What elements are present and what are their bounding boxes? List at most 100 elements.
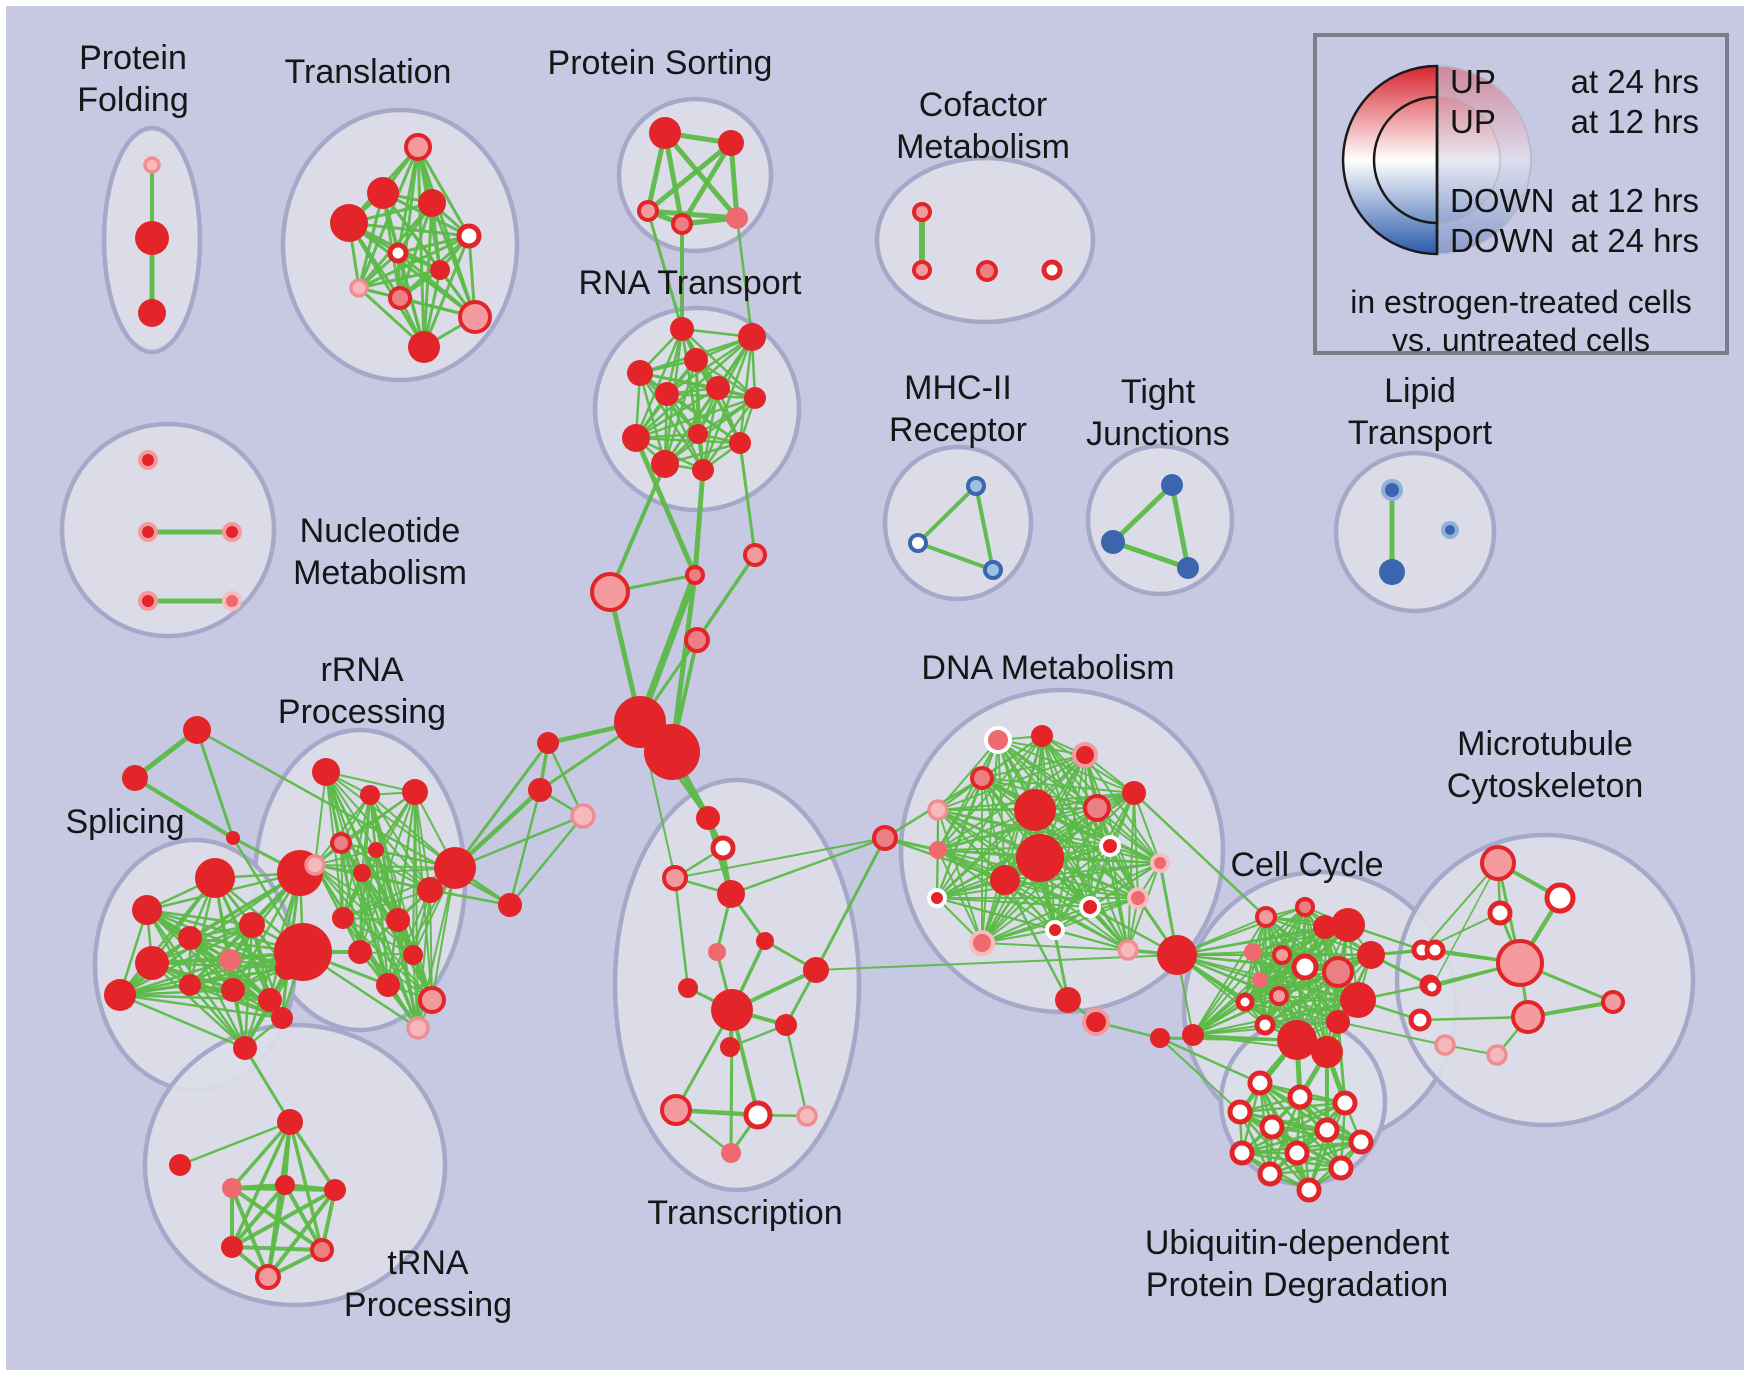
node-rr15[interactable] [406, 1016, 430, 1040]
node-mt2[interactable] [1544, 882, 1576, 914]
node-cm3[interactable] [976, 260, 998, 282]
node-tc10[interactable] [660, 1094, 692, 1126]
node-c9[interactable] [710, 835, 736, 861]
node-tr8[interactable] [349, 278, 369, 298]
node-rr6[interactable] [353, 864, 371, 882]
node-sp5[interactable] [178, 926, 202, 950]
node-mt5[interactable] [1496, 939, 1544, 987]
node-dm1[interactable] [984, 726, 1012, 754]
node-cc22[interactable] [1408, 1008, 1432, 1032]
node-c4[interactable] [590, 572, 630, 612]
node-tp7[interactable] [310, 1238, 334, 1262]
node-ps4[interactable] [671, 213, 693, 235]
node-rr3[interactable] [402, 779, 428, 805]
node-cm2[interactable] [912, 260, 932, 280]
node-mh3[interactable] [983, 560, 1003, 580]
node-tj3[interactable] [1177, 557, 1199, 579]
node-rr4[interactable] [330, 832, 352, 854]
node-c8[interactable] [696, 806, 720, 830]
node-nm2[interactable] [138, 522, 158, 542]
node-rt6[interactable] [655, 382, 679, 406]
node-cc15[interactable] [1340, 982, 1376, 1018]
node-tr10[interactable] [458, 300, 492, 334]
node-sp3[interactable] [132, 895, 162, 925]
node-dm20[interactable] [1055, 987, 1081, 1013]
node-c1[interactable] [537, 732, 559, 754]
node-dm19[interactable] [1117, 939, 1139, 961]
node-mt7[interactable] [1511, 1000, 1545, 1034]
node-cc2[interactable] [1182, 1024, 1204, 1046]
node-tr3[interactable] [330, 204, 368, 242]
node-ps5[interactable] [726, 207, 748, 229]
node-rr11[interactable] [348, 940, 372, 964]
node-sp15[interactable] [271, 1007, 293, 1029]
node-rt2[interactable] [738, 323, 766, 351]
node-ps1[interactable] [649, 117, 681, 149]
node-mt4[interactable] [1424, 939, 1446, 961]
node-f2[interactable] [122, 765, 148, 791]
node-rr12[interactable] [403, 945, 423, 965]
node-sp6[interactable] [219, 949, 241, 971]
node-mt8[interactable] [1601, 990, 1625, 1014]
node-tc9[interactable] [720, 1037, 740, 1057]
node-rt12[interactable] [692, 459, 714, 481]
node-tr5[interactable] [456, 223, 482, 249]
node-sp11[interactable] [221, 978, 245, 1002]
node-rr10[interactable] [332, 907, 354, 929]
node-ub7[interactable] [1348, 1129, 1374, 1155]
node-cc8[interactable] [1244, 943, 1262, 961]
node-tr11[interactable] [408, 331, 440, 363]
node-ps3[interactable] [637, 200, 659, 222]
node-nm3[interactable] [222, 522, 242, 542]
node-dm2[interactable] [1031, 725, 1053, 747]
node-rr8[interactable] [417, 877, 443, 903]
node-ub2[interactable] [1287, 1084, 1313, 1110]
node-lt1[interactable] [1381, 479, 1403, 501]
node-cc13[interactable] [1269, 986, 1289, 1006]
node-tr9[interactable] [388, 286, 412, 310]
node-nm1[interactable] [138, 450, 158, 470]
node-sp9[interactable] [104, 979, 136, 1011]
node-mt3[interactable] [1487, 900, 1513, 926]
node-tp6[interactable] [221, 1236, 243, 1258]
node-rt7[interactable] [744, 387, 766, 409]
node-dm17[interactable] [1079, 896, 1101, 918]
node-tc11[interactable] [743, 1100, 773, 1130]
node-tr4[interactable] [418, 189, 446, 217]
node-cc10[interactable] [1291, 953, 1319, 981]
node-rt1[interactable] [670, 317, 694, 341]
node-sp10[interactable] [179, 974, 201, 996]
node-mt9[interactable] [1486, 1044, 1508, 1066]
node-tc1[interactable] [662, 865, 688, 891]
node-ub1[interactable] [1247, 1070, 1273, 1096]
node-dm4[interactable] [970, 766, 994, 790]
node-c5[interactable] [685, 565, 705, 585]
node-tr6[interactable] [387, 242, 409, 264]
node-dm7[interactable] [1083, 794, 1111, 822]
node-nm4[interactable] [138, 591, 158, 611]
node-dm8[interactable] [1014, 789, 1056, 831]
node-rt8[interactable] [688, 424, 708, 444]
node-cc4[interactable] [1295, 897, 1315, 917]
node-pf3[interactable] [138, 299, 166, 327]
node-nm5[interactable] [222, 591, 242, 611]
node-cc25[interactable] [1082, 1008, 1110, 1036]
node-cm1[interactable] [912, 202, 932, 222]
node-tj2[interactable] [1101, 530, 1125, 554]
node-dm14[interactable] [927, 888, 947, 908]
node-tc3[interactable] [756, 932, 774, 950]
node-rt3[interactable] [684, 348, 708, 372]
node-hub2[interactable] [644, 724, 700, 780]
node-dm5[interactable] [927, 799, 949, 821]
node-lt2[interactable] [1379, 559, 1405, 585]
node-ub9[interactable] [1284, 1140, 1310, 1166]
node-dm6[interactable] [1122, 781, 1146, 805]
node-tr1[interactable] [404, 133, 432, 161]
node-cc24[interactable] [1150, 1028, 1170, 1048]
node-f1[interactable] [183, 716, 211, 744]
node-tp5[interactable] [324, 1179, 346, 1201]
node-sp4[interactable] [239, 912, 265, 938]
node-b1[interactable] [872, 825, 898, 851]
node-cc5[interactable] [1313, 915, 1337, 939]
node-mh2[interactable] [908, 533, 928, 553]
